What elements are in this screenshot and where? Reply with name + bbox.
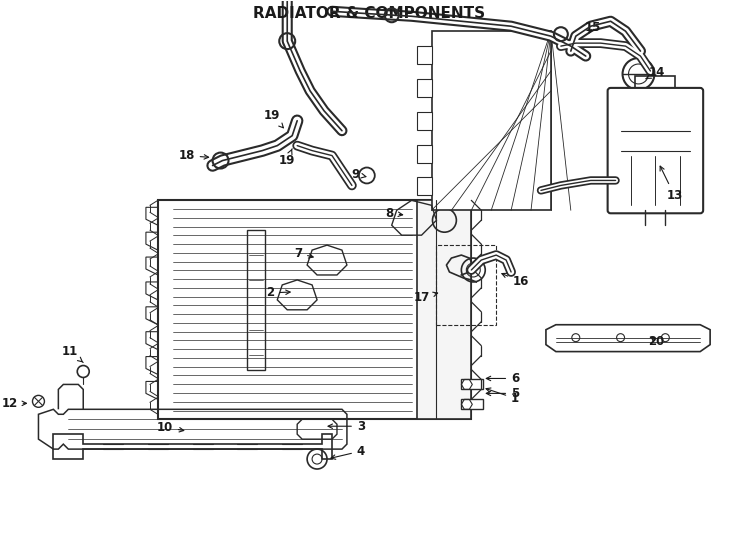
FancyBboxPatch shape (608, 88, 703, 213)
Text: 8: 8 (385, 207, 403, 220)
Text: 12: 12 (1, 397, 26, 410)
Bar (158, 200, 471, 419)
Bar (462, 400, 483, 409)
Text: 14: 14 (646, 66, 665, 79)
Text: 13: 13 (660, 166, 683, 202)
Text: 7: 7 (294, 247, 313, 260)
Text: 16: 16 (502, 273, 529, 288)
Text: 17: 17 (413, 292, 437, 305)
Bar (417, 178, 432, 195)
Text: 9: 9 (352, 168, 366, 181)
Text: 3: 3 (328, 420, 365, 433)
Bar (417, 200, 471, 419)
Bar (636, 76, 675, 91)
Text: 20: 20 (648, 335, 665, 348)
Bar (247, 230, 265, 369)
Bar (417, 145, 432, 163)
Bar (432, 31, 551, 210)
Text: 10: 10 (156, 421, 184, 434)
Text: 15: 15 (584, 21, 601, 33)
Text: 4: 4 (331, 444, 365, 460)
Text: 1: 1 (486, 388, 519, 405)
Bar (417, 79, 432, 97)
Text: RADIATOR & COMPONENTS: RADIATOR & COMPONENTS (252, 6, 485, 21)
Text: 19: 19 (279, 148, 295, 167)
Text: 11: 11 (62, 345, 83, 362)
Bar (417, 112, 432, 130)
Bar (437, 245, 496, 325)
Text: 6: 6 (486, 372, 520, 385)
Bar (462, 380, 483, 389)
Text: 18: 18 (178, 149, 208, 162)
Text: 5: 5 (486, 387, 520, 400)
Bar (417, 46, 432, 64)
Text: 19: 19 (264, 109, 283, 128)
Text: 2: 2 (266, 286, 290, 299)
